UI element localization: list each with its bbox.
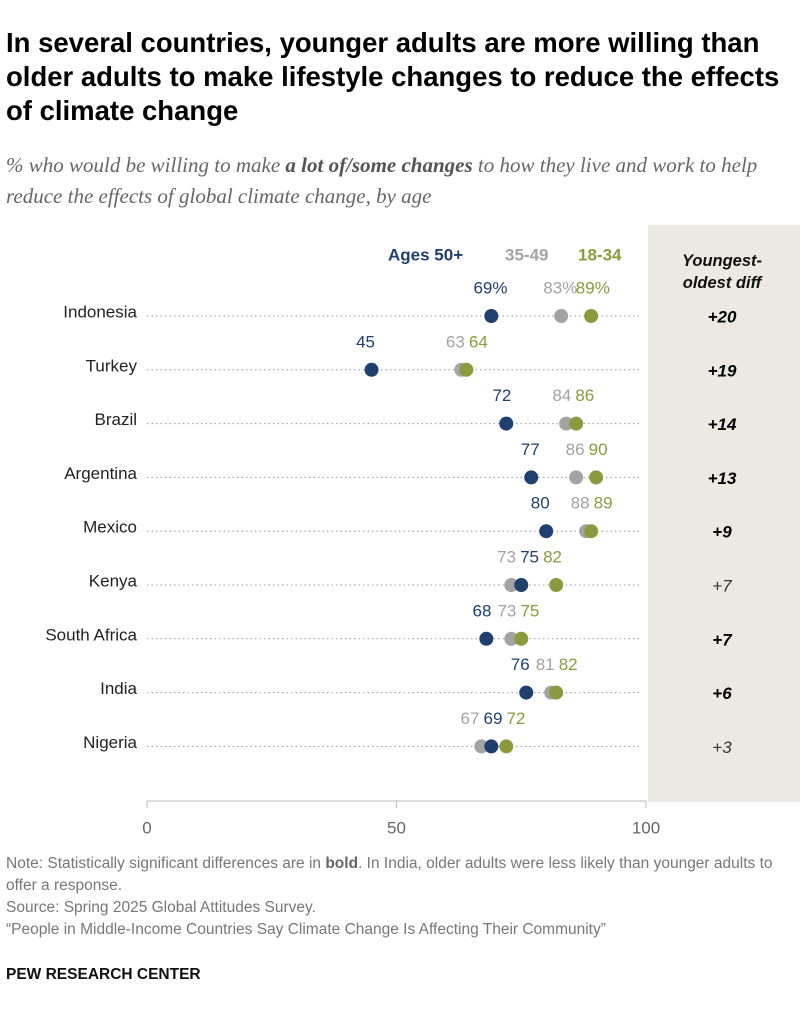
diff-label: +7: [712, 630, 733, 649]
dot: [589, 470, 604, 485]
value-label: 84: [552, 386, 571, 405]
dot: [499, 416, 514, 431]
value-label: 67: [461, 709, 480, 728]
diff-label: +7: [712, 576, 732, 595]
legend-label: Ages 50+: [388, 245, 463, 264]
dot: [524, 470, 539, 485]
value-label: 45: [356, 332, 375, 351]
value-label: 80: [531, 494, 550, 513]
value-label: 77: [521, 440, 540, 459]
note: Note: Statistically significant differen…: [6, 853, 796, 897]
dot: [584, 309, 599, 323]
dot: [479, 631, 494, 646]
diff-header: Youngest-oldest diff: [682, 252, 763, 292]
dot: [569, 416, 584, 431]
value-label: 89%: [576, 278, 610, 297]
diff-label: +20: [708, 307, 737, 326]
diff-label: +3: [712, 738, 732, 757]
value-label: 64: [469, 332, 488, 351]
dot: [549, 685, 564, 700]
diff-label: +9: [712, 523, 732, 542]
dot: [459, 362, 474, 377]
category-label: Argentina: [64, 464, 137, 483]
category-label: Kenya: [89, 571, 138, 590]
diff-label: +13: [708, 469, 737, 488]
value-label: 63: [446, 332, 465, 351]
notes: Note: Statistically significant differen…: [6, 853, 796, 941]
legend-label: 18-34: [578, 245, 622, 264]
x-tick-label: 50: [387, 818, 406, 837]
diff-label: +19: [708, 361, 737, 380]
dot: [474, 739, 489, 754]
category-label: Nigeria: [83, 733, 137, 752]
chart-title: In several countries, younger adults are…: [6, 27, 780, 126]
category-label: India: [100, 679, 137, 698]
legend-label: 35-49: [505, 245, 548, 264]
diff-label: +14: [708, 415, 737, 434]
value-label: 76: [511, 655, 530, 674]
value-label: 75: [520, 601, 539, 620]
note-text: Note: Statistically significant differen…: [6, 855, 326, 872]
source: Source: Spring 2025 Global Attitudes Sur…: [6, 899, 316, 916]
value-label: 69%: [473, 278, 507, 297]
dot: [484, 309, 499, 323]
dot: [484, 739, 499, 754]
value-label: 73: [497, 601, 516, 620]
footer: PEW RESEARCH CENTER: [6, 966, 201, 983]
category-label: Mexico: [83, 518, 137, 537]
value-label: 82: [559, 655, 578, 674]
chart-subtitle: % who would be willing to make a lot of/…: [6, 150, 796, 212]
report-title: “People in Middle-Income Countries Say C…: [6, 921, 606, 938]
dot: [554, 309, 569, 323]
value-label: 88: [571, 494, 590, 513]
value-label: 82: [543, 547, 562, 566]
value-label: 83%: [543, 278, 577, 297]
category-label: Indonesia: [63, 302, 137, 321]
diff-label: +6: [712, 684, 732, 703]
x-tick-label: 0: [142, 818, 151, 837]
dot: [364, 362, 379, 377]
dot: [559, 416, 574, 431]
subtitle-emphasis: a lot of/some changes: [285, 153, 473, 177]
diff-column-bg: [648, 225, 800, 802]
value-label: 72: [507, 709, 526, 728]
x-tick-label: 100: [632, 818, 660, 837]
dot: [584, 524, 599, 539]
dot: [504, 578, 519, 592]
value-label: 81: [536, 655, 555, 674]
dot: [569, 470, 584, 485]
note-text: . In India, older adults were less likel…: [6, 855, 773, 894]
subtitle-text: % who would be willing to make: [6, 153, 286, 177]
category-label: South Africa: [45, 625, 137, 644]
value-label: 90: [589, 440, 608, 459]
value-label: 73: [497, 547, 516, 566]
value-label: 72: [492, 386, 511, 405]
category-label: Turkey: [86, 356, 138, 375]
value-label: 86: [575, 386, 594, 405]
dot: [504, 631, 519, 646]
subtitle-text: to how they live and work to help reduce…: [6, 153, 758, 208]
note-bold: bold: [325, 855, 359, 872]
value-label: 69: [484, 709, 503, 728]
category-label: Brazil: [94, 410, 137, 429]
value-label: 89: [594, 494, 613, 513]
dot: [539, 524, 554, 539]
dot: [499, 739, 514, 754]
dot: [549, 578, 564, 592]
dot: [519, 685, 534, 700]
dot: [514, 578, 529, 592]
dot: [514, 631, 529, 646]
value-label: 68: [473, 601, 492, 620]
value-label: 86: [566, 440, 585, 459]
value-label: 75: [520, 547, 539, 566]
